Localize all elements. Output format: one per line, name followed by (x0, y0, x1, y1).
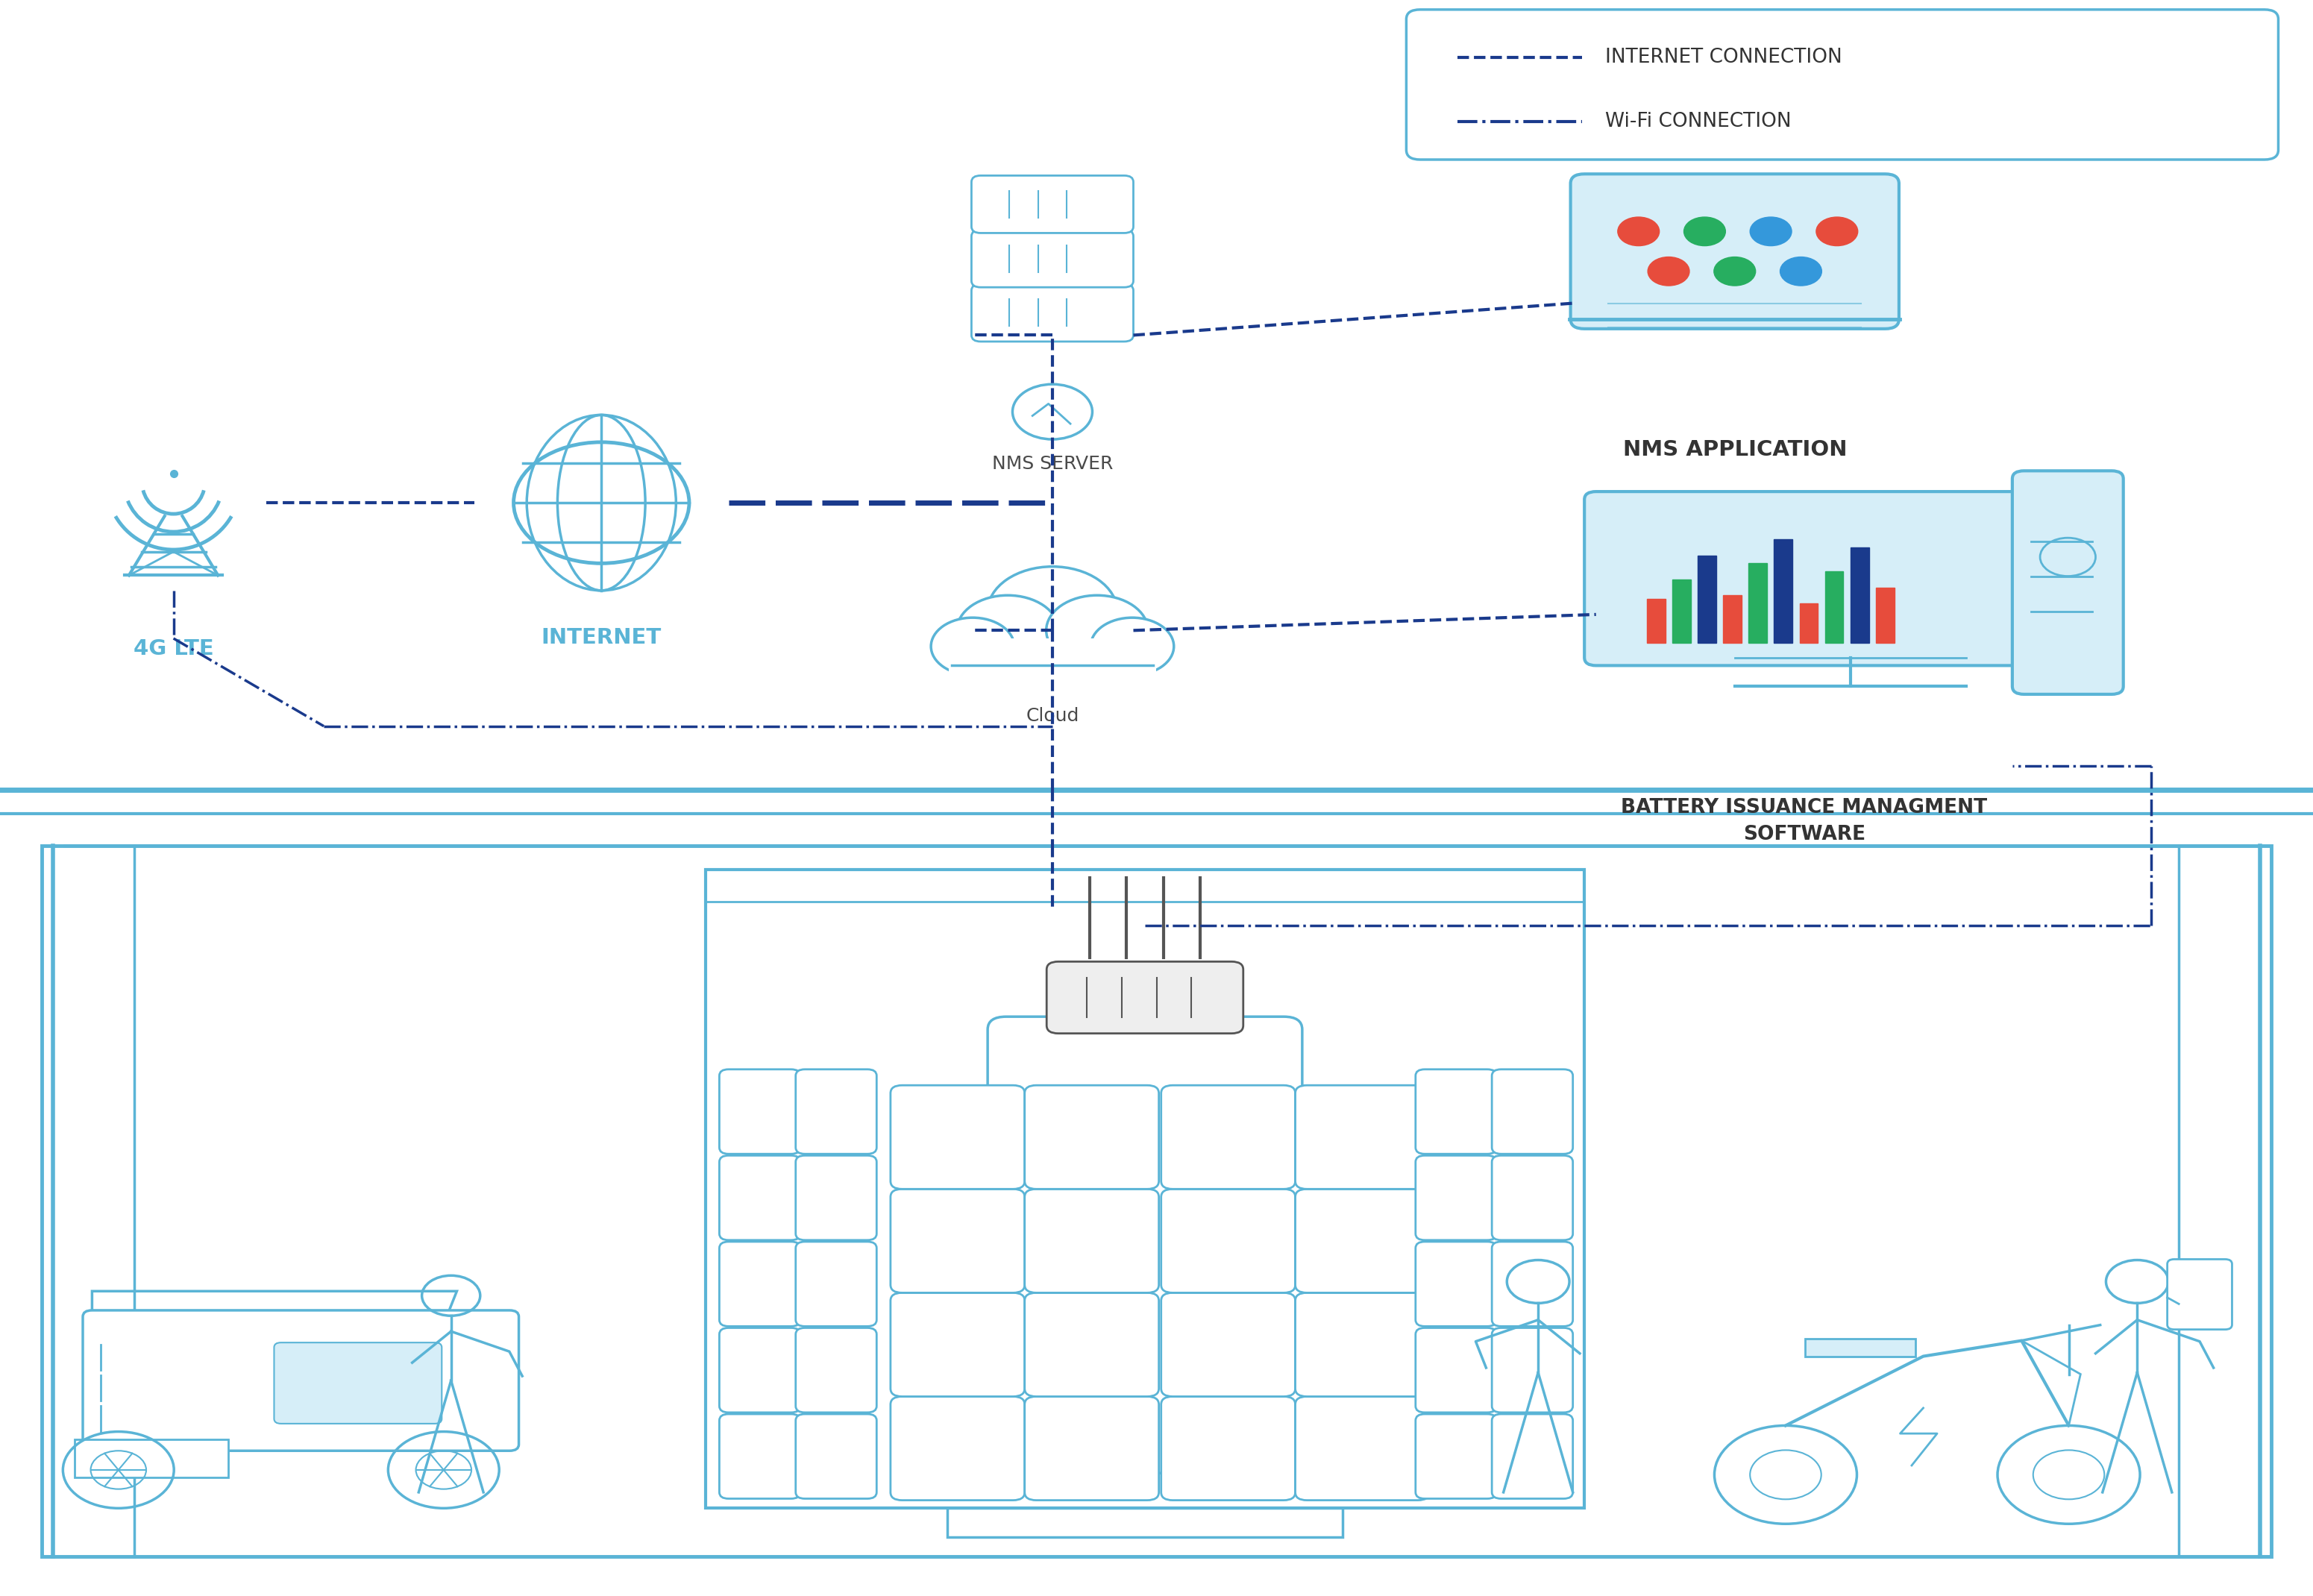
FancyBboxPatch shape (1045, 961, 1244, 1034)
Circle shape (1714, 257, 1756, 286)
Bar (1749, 563, 1767, 643)
Text: Cloud: Cloud (1025, 707, 1080, 725)
FancyBboxPatch shape (1492, 1156, 1573, 1240)
Bar (1723, 595, 1742, 643)
Text: Wi-Fi CONNECTION: Wi-Fi CONNECTION (1605, 112, 1790, 131)
FancyBboxPatch shape (1416, 1156, 1497, 1240)
FancyBboxPatch shape (2167, 1259, 2232, 1329)
FancyBboxPatch shape (719, 1414, 800, 1499)
FancyBboxPatch shape (719, 1069, 800, 1154)
FancyBboxPatch shape (796, 1328, 877, 1412)
Bar (1876, 587, 1894, 643)
FancyBboxPatch shape (1416, 1069, 1497, 1154)
FancyBboxPatch shape (1416, 1242, 1497, 1326)
Bar (1647, 598, 1665, 643)
FancyBboxPatch shape (1161, 1293, 1295, 1396)
FancyBboxPatch shape (1416, 1328, 1497, 1412)
Bar (1825, 571, 1843, 643)
FancyBboxPatch shape (1025, 1085, 1159, 1189)
FancyBboxPatch shape (1492, 1414, 1573, 1499)
FancyBboxPatch shape (1161, 1189, 1295, 1293)
Circle shape (958, 595, 1059, 666)
FancyBboxPatch shape (1492, 1328, 1573, 1412)
Bar (948, 1508, 1342, 1537)
Circle shape (1617, 217, 1658, 246)
FancyBboxPatch shape (1416, 1414, 1497, 1499)
Circle shape (988, 567, 1117, 656)
FancyBboxPatch shape (796, 1242, 877, 1326)
Bar (1800, 603, 1818, 643)
Circle shape (1647, 257, 1688, 286)
FancyBboxPatch shape (719, 1242, 800, 1326)
Bar (42, 846, 2271, 1556)
Text: IA44A: IA44A (1117, 1061, 1173, 1079)
FancyBboxPatch shape (1571, 174, 1899, 329)
Text: NMS SERVER: NMS SERVER (992, 455, 1113, 472)
FancyBboxPatch shape (988, 1017, 1302, 1473)
FancyBboxPatch shape (719, 1156, 800, 1240)
Circle shape (1816, 217, 1857, 246)
Bar (948, 638, 1156, 686)
FancyBboxPatch shape (1492, 1242, 1573, 1326)
FancyBboxPatch shape (719, 1328, 800, 1412)
FancyBboxPatch shape (796, 1156, 877, 1240)
FancyBboxPatch shape (1406, 10, 2278, 160)
FancyBboxPatch shape (1161, 1396, 1295, 1500)
Bar (1672, 579, 1691, 643)
FancyBboxPatch shape (1295, 1189, 1429, 1293)
FancyBboxPatch shape (1025, 1189, 1159, 1293)
FancyBboxPatch shape (1492, 1069, 1573, 1154)
Bar (1850, 547, 1869, 643)
Circle shape (1045, 595, 1147, 666)
FancyBboxPatch shape (1295, 1396, 1429, 1500)
Text: INTERNET: INTERNET (541, 627, 662, 648)
FancyBboxPatch shape (971, 230, 1133, 287)
Circle shape (1751, 217, 1793, 246)
Bar (1698, 555, 1716, 643)
Circle shape (1781, 257, 1823, 286)
Circle shape (930, 618, 1013, 675)
FancyBboxPatch shape (275, 1342, 442, 1424)
FancyBboxPatch shape (1295, 1085, 1429, 1189)
FancyBboxPatch shape (83, 1310, 518, 1451)
Bar (1774, 539, 1793, 643)
Bar (1804, 1339, 1915, 1357)
FancyBboxPatch shape (1295, 1293, 1429, 1396)
FancyBboxPatch shape (2012, 471, 2123, 694)
FancyBboxPatch shape (891, 1396, 1025, 1500)
Bar (74, 1440, 229, 1478)
FancyBboxPatch shape (971, 284, 1133, 342)
FancyBboxPatch shape (796, 1414, 877, 1499)
FancyBboxPatch shape (1025, 1293, 1159, 1396)
FancyBboxPatch shape (971, 176, 1133, 233)
FancyBboxPatch shape (891, 1293, 1025, 1396)
FancyBboxPatch shape (891, 1085, 1025, 1189)
Text: INTERNET CONNECTION: INTERNET CONNECTION (1605, 48, 1841, 67)
FancyBboxPatch shape (891, 1189, 1025, 1293)
Circle shape (1092, 618, 1175, 675)
Text: NMS APPLICATION: NMS APPLICATION (1624, 439, 1846, 460)
Text: BATTERY ISSUANCE MANAGMENT
SOFTWARE: BATTERY ISSUANCE MANAGMENT SOFTWARE (1621, 798, 1987, 844)
FancyBboxPatch shape (1025, 1396, 1159, 1500)
FancyBboxPatch shape (1584, 492, 2024, 666)
Bar (705, 870, 1584, 1508)
Circle shape (1684, 217, 1725, 246)
FancyBboxPatch shape (796, 1069, 877, 1154)
FancyBboxPatch shape (1161, 1085, 1295, 1189)
Text: 4G LTE: 4G LTE (134, 638, 213, 659)
